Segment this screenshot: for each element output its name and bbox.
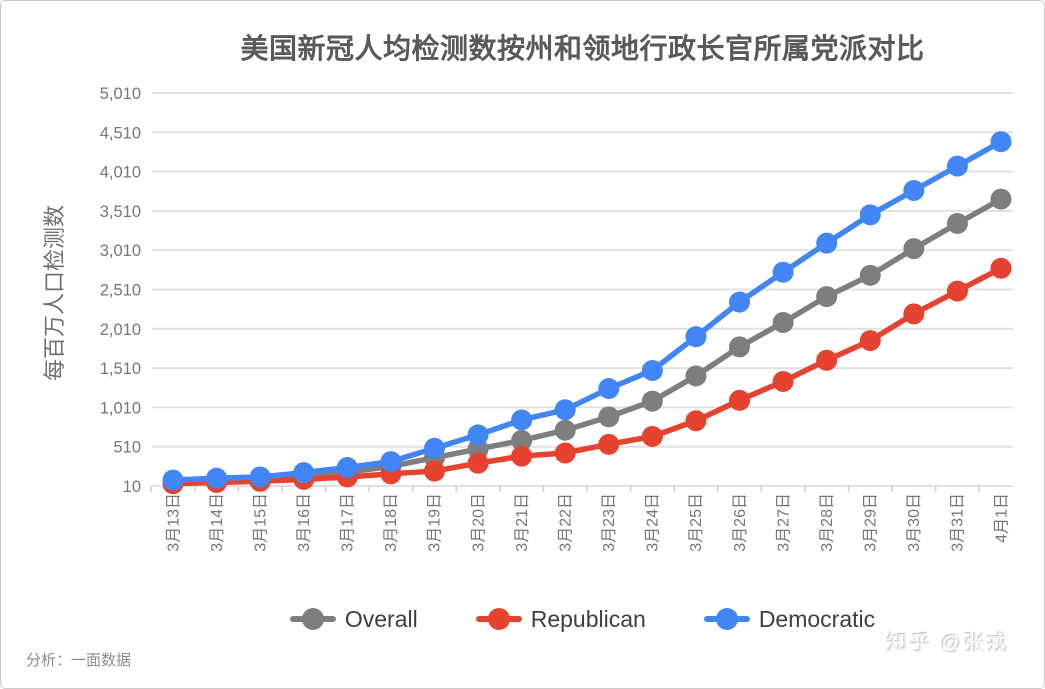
data-point-republican — [511, 445, 533, 467]
legend-item-overall: Overall — [289, 605, 418, 633]
x-tick-label: 3月15日 — [252, 493, 269, 552]
data-point-democratic — [859, 204, 881, 226]
data-point-overall — [990, 188, 1012, 210]
y-tick-label: 2,010 — [100, 321, 141, 339]
data-point-democratic — [903, 179, 925, 201]
x-tick-label: 3月14日 — [209, 493, 226, 552]
data-point-overall — [554, 419, 576, 441]
data-point-republican — [685, 410, 707, 432]
data-point-republican — [990, 257, 1012, 279]
series-line-republican — [170, 265, 1004, 487]
data-point-republican — [729, 389, 751, 411]
x-tick-label: 3月27日 — [775, 493, 792, 552]
overall-series-marker-icon — [289, 608, 336, 630]
data-point-republican — [598, 433, 620, 455]
series-line-democratic — [170, 138, 1004, 483]
y-tick-label: 3,010 — [100, 242, 141, 260]
data-point-overall — [641, 390, 663, 412]
data-point-overall — [598, 406, 620, 428]
data-point-overall — [903, 238, 925, 260]
data-point-democratic — [990, 131, 1012, 153]
y-tick-label: 5,010 — [100, 85, 141, 103]
y-tick-label: 510 — [113, 439, 141, 457]
x-tick-label: 3月18日 — [383, 493, 400, 552]
data-point-democratic — [336, 457, 358, 479]
republican-series-marker-icon — [475, 608, 522, 630]
x-tick-label: 3月23日 — [601, 493, 618, 552]
y-tick-label: 4,510 — [100, 124, 141, 142]
x-tick-label: 3月24日 — [645, 493, 662, 552]
chart-legend: Overall Republican Democratic — [152, 599, 1013, 639]
legend-item-republican: Republican — [475, 605, 646, 633]
x-tick-label: 3月17日 — [340, 493, 357, 552]
x-tick-label: 3月19日 — [427, 493, 444, 552]
source-note: 分析：一面数据 — [26, 652, 132, 669]
x-tick-label: 4月1日 — [993, 493, 1010, 543]
y-tick-label: 1,510 — [100, 360, 141, 378]
data-point-democratic — [598, 378, 620, 400]
x-tick-label: 3月20日 — [470, 493, 487, 552]
data-point-overall — [946, 212, 968, 234]
y-tick-label: 3,510 — [100, 203, 141, 221]
chart-title: 美国新冠人均检测数按州和领地行政长官所属党派对比 — [240, 33, 925, 64]
data-point-republican — [903, 303, 925, 325]
data-point-democratic — [380, 451, 402, 473]
x-tick-label: 3月13日 — [165, 493, 182, 552]
data-point-overall — [729, 336, 751, 358]
x-tick-label: 3月25日 — [688, 493, 705, 552]
data-point-republican — [641, 425, 663, 447]
data-point-republican — [467, 452, 489, 474]
data-point-democratic — [685, 326, 707, 348]
data-point-republican — [554, 442, 576, 464]
data-point-democratic — [946, 155, 968, 177]
legend-label-republican: Republican — [530, 605, 646, 632]
legend-item-democratic: Democratic — [703, 605, 876, 633]
x-tick-label: 3月30日 — [906, 493, 923, 552]
data-point-democratic — [729, 291, 751, 313]
x-tick-label: 3月28日 — [819, 493, 836, 552]
data-point-democratic — [511, 409, 533, 431]
data-point-overall — [816, 286, 838, 308]
data-point-republican — [859, 330, 881, 352]
data-point-republican — [772, 370, 794, 392]
data-point-overall — [772, 312, 794, 334]
data-point-republican — [946, 280, 968, 302]
data-point-overall — [859, 264, 881, 286]
data-point-democratic — [641, 359, 663, 381]
data-point-democratic — [293, 462, 315, 484]
data-point-overall — [511, 429, 533, 451]
y-tick-label: 1,010 — [100, 399, 141, 417]
y-tick-label: 2,510 — [100, 282, 141, 300]
democratic-series-marker-icon — [703, 608, 750, 630]
data-point-overall — [685, 365, 707, 387]
data-point-democratic — [423, 437, 445, 459]
watermark: 知乎 @张戎 — [886, 632, 1010, 655]
data-point-democratic — [162, 469, 184, 491]
legend-label-democratic: Democratic — [758, 605, 876, 632]
data-point-democratic — [467, 424, 489, 446]
data-point-republican — [816, 349, 838, 371]
data-point-republican — [423, 460, 445, 482]
legend-label-overall: Overall — [344, 605, 418, 632]
x-tick-label: 3月26日 — [732, 493, 749, 552]
y-tick-label: 10 — [123, 478, 141, 496]
x-tick-label: 3月29日 — [863, 493, 880, 552]
y-tick-label: 4,010 — [100, 164, 141, 182]
data-point-democratic — [206, 467, 228, 489]
data-point-democratic — [772, 261, 794, 283]
x-tick-label: 3月22日 — [557, 493, 574, 552]
data-point-democratic — [249, 466, 271, 488]
x-tick-label: 3月21日 — [514, 493, 531, 552]
data-point-democratic — [554, 399, 576, 421]
x-tick-label: 3月16日 — [296, 493, 313, 552]
data-point-democratic — [816, 232, 838, 254]
x-tick-label: 3月31日 — [950, 493, 967, 552]
